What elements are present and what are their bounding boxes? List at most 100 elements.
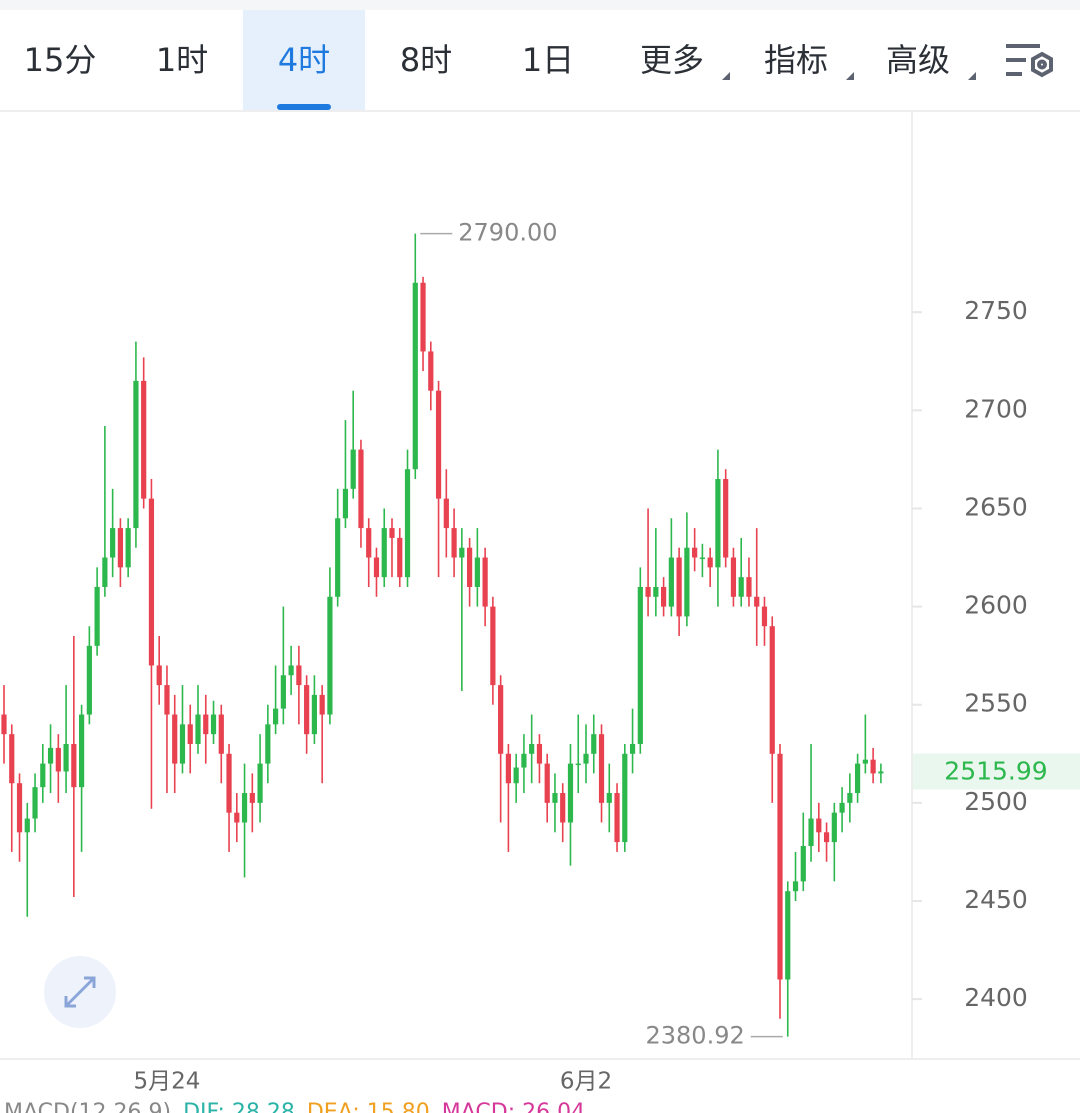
candle-body [730,557,737,597]
candle-body [606,793,612,803]
candle-body [110,528,116,558]
settings-icon[interactable] [1006,44,1053,78]
candle-body [490,606,496,686]
candle-body [823,832,830,843]
candle-body [792,881,799,892]
tab[interactable]: 高级 [886,41,950,79]
candle-body [24,818,30,833]
active-tab-indicator [277,104,331,110]
candle-body [63,743,69,772]
candle-body [467,547,473,587]
candle-body [55,747,61,772]
candle-body [645,586,651,597]
candle-body [552,793,558,803]
candle-body [459,547,465,558]
candle-body [668,557,674,607]
candle-body [358,449,364,529]
candle-body [249,793,255,803]
candle-body [265,724,271,764]
candle-body [397,537,403,578]
tab[interactable]: 1时 [156,41,208,79]
candle-body [521,753,527,768]
candle-body [591,734,597,754]
candle-body [9,734,15,784]
candle-body [141,380,147,499]
candle-body [513,767,519,784]
tab[interactable]: 更多 [640,41,704,79]
candle-body [373,557,380,578]
candle-body [404,469,411,578]
candle-body [878,771,884,774]
candle-body [412,282,418,470]
candle-body [862,759,868,764]
candle-body [831,812,837,843]
candle-body [575,763,581,766]
candle-body [381,528,387,578]
candle-body [451,528,457,558]
candle-body [870,759,876,774]
indicator-label: DIF: 28.28 [183,1100,295,1113]
candle-body [195,714,201,744]
candle-body [350,449,356,489]
tab[interactable]: 1日 [522,41,574,79]
y-tick-label: 2650 [964,492,1028,521]
last-price-label: 2515.99 [944,756,1047,785]
candle-body [327,596,333,715]
min-label: 2380.92 [646,1022,745,1050]
candle-body [117,528,123,568]
candle-body [723,479,729,558]
candle-body [86,645,92,715]
tab[interactable]: 15分 [24,41,97,79]
indicator-label: MACD: 26.04 [442,1100,585,1113]
candle-body [839,802,845,813]
last-price-bg [913,753,1080,790]
candle-body [653,586,659,597]
candle-body [754,596,760,607]
candle-body [567,763,574,823]
candle-body [715,479,721,568]
tab[interactable]: 指标 [764,41,828,79]
y-tick-label: 2550 [964,689,1028,718]
candle-body [342,488,349,519]
candle-body [428,351,434,391]
candle-body [40,763,46,788]
candle-body [769,626,775,754]
candle-body [746,577,752,597]
candle-body [800,846,806,882]
candle-body [226,753,232,813]
candle-body [738,577,744,597]
candle-body [622,753,628,843]
candle-body [443,498,449,529]
candle-body [288,665,294,676]
candle-body [234,812,240,823]
candle-body [148,498,155,666]
tab[interactable]: 4时 [278,41,330,79]
candle-body [257,763,263,803]
candle-body [335,518,341,597]
candle-body [808,818,814,847]
candle-body [179,724,186,764]
expand-button[interactable] [44,956,116,1028]
candle-body [125,528,131,568]
candle-body [210,714,217,735]
y-tick-label: 2400 [964,983,1028,1012]
candle-body [304,685,310,735]
candle-body [505,753,511,784]
candle-body [498,685,504,754]
candle-body [855,763,861,794]
max-label: 2790.00 [458,219,557,247]
candle-body [777,753,783,980]
candle-body [544,763,550,803]
candle-body [187,724,193,744]
dropdown-caret [968,72,976,80]
candle-body [319,694,325,715]
tab[interactable]: 8时 [400,41,452,79]
candle-body [676,557,682,617]
candle-body [816,818,822,833]
candle-body [94,586,100,646]
candle-body [536,743,543,764]
candle-body [847,793,853,803]
candle-body [707,557,713,568]
active-tab-bg [243,10,365,110]
